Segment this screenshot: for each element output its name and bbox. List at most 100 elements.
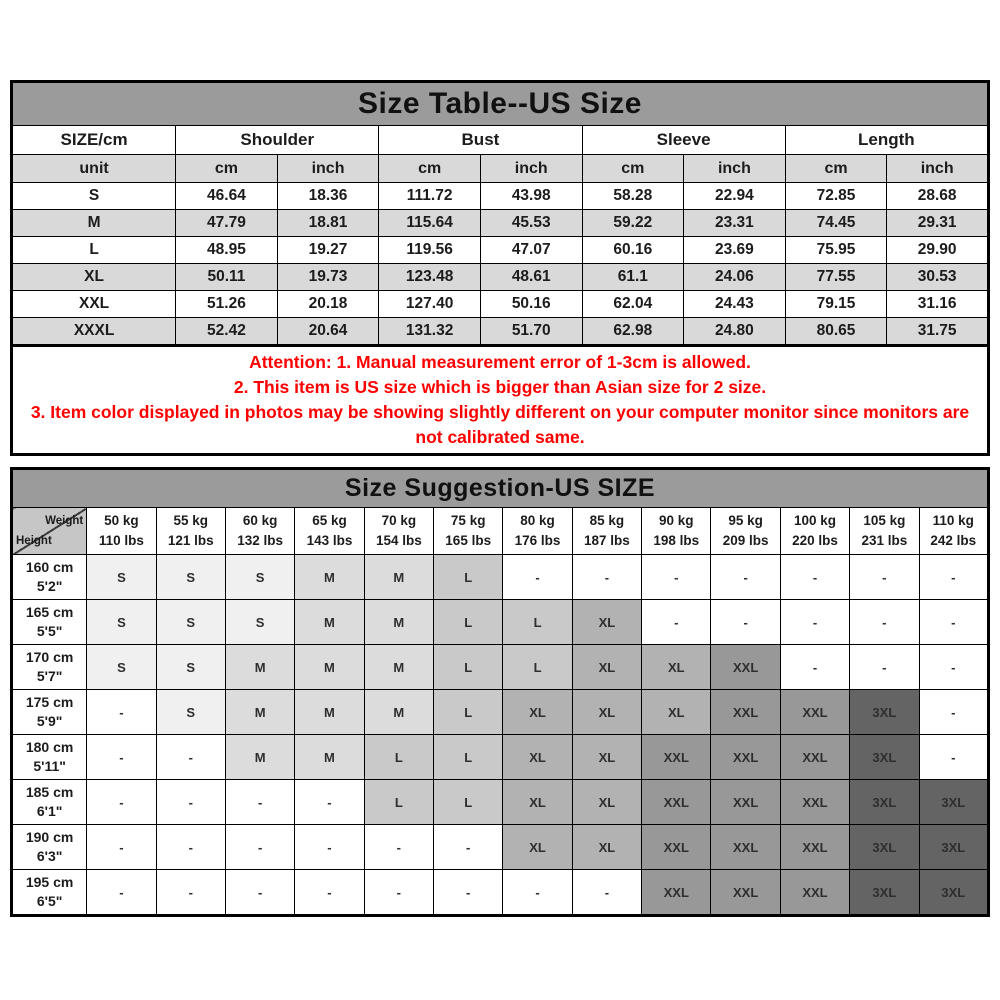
- corner-height-label: Height: [16, 535, 52, 547]
- size-suggestion-cell: -: [918, 644, 990, 690]
- size-suggestion-cell: -: [155, 734, 226, 780]
- size-suggestion-cell: -: [779, 644, 851, 690]
- size-suggestion-cell: XXL: [710, 824, 781, 870]
- weight-lbs: 220 lbs: [792, 533, 838, 548]
- height-label-cell: 160 cm 5'2": [10, 554, 88, 600]
- measurement-cell: 22.94: [683, 182, 786, 210]
- size-suggestion-cell: -: [86, 779, 157, 825]
- size-suggestion-cell: -: [294, 824, 365, 870]
- size-suggestion-cell: -: [571, 869, 643, 916]
- weight-lbs: 154 lbs: [375, 533, 422, 548]
- measurement-cell: 62.98: [581, 317, 685, 346]
- measurement-cell: 51.70: [479, 317, 583, 346]
- height-cm: 175 cm: [25, 694, 74, 710]
- weight-header-cell: 80 kg 176 lbs: [502, 507, 573, 555]
- size-suggestion-cell: XXL: [641, 734, 712, 780]
- size-suggestion-cell: L: [433, 554, 504, 600]
- size-suggestion-cell: -: [363, 824, 435, 870]
- height-cm: 170 cm: [25, 649, 74, 665]
- size-suggestion-cell: -: [710, 554, 781, 600]
- measurement-cell: 123.48: [378, 263, 481, 291]
- measurement-cell: 24.43: [683, 290, 786, 318]
- size-suggestion-cell: L: [433, 644, 504, 690]
- height-label-cell: 165 cm 5'5": [10, 599, 88, 645]
- height-cm: 165 cm: [25, 604, 74, 620]
- size-table-title: Size Table--US Size: [11, 81, 989, 126]
- size-suggestion-cell: XL: [502, 824, 573, 870]
- size-suggestion-cell: -: [86, 824, 157, 870]
- suggestion-table-title: Size Suggestion-US SIZE: [11, 468, 989, 508]
- measurement-cell: 19.73: [276, 263, 380, 291]
- measurement-cell: 79.15: [784, 290, 888, 318]
- size-suggestion-cell: -: [918, 689, 990, 735]
- weight-lbs: 187 lbs: [584, 533, 630, 548]
- measurement-cell: 60.16: [581, 236, 685, 264]
- height-ft: 5'7": [36, 668, 63, 684]
- measurement-cell: 43.98: [479, 182, 583, 210]
- unit-cell: inch: [886, 154, 989, 183]
- size-suggestion-cell: XXL: [710, 734, 781, 780]
- size-table-title-row: Size Table--US Size: [11, 81, 989, 126]
- height-row-165-cm: 165 cm 5'5" S S S M M L L XL - - - - -: [10, 599, 990, 645]
- weight-header-cell: 90 kg 198 lbs: [641, 507, 712, 555]
- height-ft: 6'3": [36, 848, 63, 864]
- measurement-cell: 31.75: [886, 317, 989, 346]
- size-suggestion-cell: XL: [571, 734, 643, 780]
- height-row-175-cm: 175 cm 5'9" - S M M M L XL XL XL XXL XXL 3XL -: [10, 689, 990, 735]
- measurement-cell: 18.81: [276, 209, 380, 237]
- weight-kg: 75 kg: [450, 513, 486, 528]
- size-suggestion-cell: 3XL: [918, 824, 990, 870]
- size-table-group-length: Length: [784, 125, 990, 155]
- weight-kg: 105 kg: [863, 513, 906, 528]
- unit-cell: inch: [276, 154, 380, 183]
- size-suggestion-cell: S: [155, 554, 226, 600]
- size-suggestion-cell: L: [363, 734, 435, 780]
- measurement-cell: 50.11: [175, 263, 278, 291]
- weight-kg: 85 kg: [589, 513, 625, 528]
- size-suggestion-cell: -: [155, 779, 226, 825]
- size-suggestion-cell: XL: [571, 824, 643, 870]
- height-label-cell: 175 cm 5'9": [10, 689, 88, 735]
- size-suggestion-cell: L: [433, 599, 504, 645]
- size-suggestion-cell: -: [86, 734, 157, 780]
- height-row-185-cm: 185 cm 6'1" - - - - L L XL XL XXL XXL XXL 3XL 3XL: [10, 779, 990, 825]
- size-suggestion-cell: XL: [571, 644, 643, 690]
- height-row-195-cm: 195 cm 6'5" - - - - - - - - XXL XXL XXL 3XL 3XL: [10, 869, 990, 916]
- size-suggestion-cell: -: [363, 869, 435, 916]
- weight-kg: 70 kg: [381, 513, 417, 528]
- size-table-group-bust: Bust: [378, 125, 583, 155]
- size-suggestion-cell: L: [433, 734, 504, 780]
- unit-label: unit: [10, 154, 177, 183]
- height-label-cell: 195 cm 6'5": [10, 869, 88, 916]
- size-suggestion-cell: -: [433, 869, 504, 916]
- size-suggestion-cell: -: [641, 554, 712, 600]
- size-suggestion-cell: -: [502, 554, 573, 600]
- weight-lbs: 143 lbs: [306, 533, 353, 548]
- size-suggestion-cell: -: [433, 824, 504, 870]
- size-suggestion-cell: -: [502, 869, 573, 916]
- size-suggestion-cell: L: [363, 779, 435, 825]
- size-suggestion-cell: -: [224, 869, 296, 916]
- size-suggestion-cell: XXL: [779, 824, 851, 870]
- height-cm: 195 cm: [25, 874, 74, 890]
- height-cm: 180 cm: [25, 739, 74, 755]
- height-row-190-cm: 190 cm 6'3" - - - - - - XL XL XXL XXL XXL 3XL 3XL: [10, 824, 990, 870]
- size-suggestion-cell: -: [294, 779, 365, 825]
- size-suggestion-cell: XL: [571, 599, 643, 645]
- measurement-cell: 58.28: [581, 182, 685, 210]
- measurement-cell: 47.07: [479, 236, 583, 264]
- unit-cell: cm: [175, 154, 278, 183]
- size-table-corner-header: SIZE/cm: [10, 125, 177, 155]
- unit-cell: inch: [683, 154, 786, 183]
- attention-note: Attention: 1. Manual measurement error o…: [10, 347, 990, 456]
- size-suggestion-cell: XL: [641, 689, 712, 735]
- size-label: M: [10, 209, 177, 237]
- measurement-cell: 23.69: [683, 236, 786, 264]
- height-ft: 5'5": [36, 623, 63, 639]
- height-label-cell: 180 cm 5'11": [10, 734, 88, 780]
- size-suggestion-cell: -: [155, 824, 226, 870]
- size-suggestion-cell: M: [363, 599, 435, 645]
- size-label: XL: [10, 263, 177, 291]
- measurement-cell: 23.31: [683, 209, 786, 237]
- weight-lbs: 242 lbs: [930, 533, 977, 548]
